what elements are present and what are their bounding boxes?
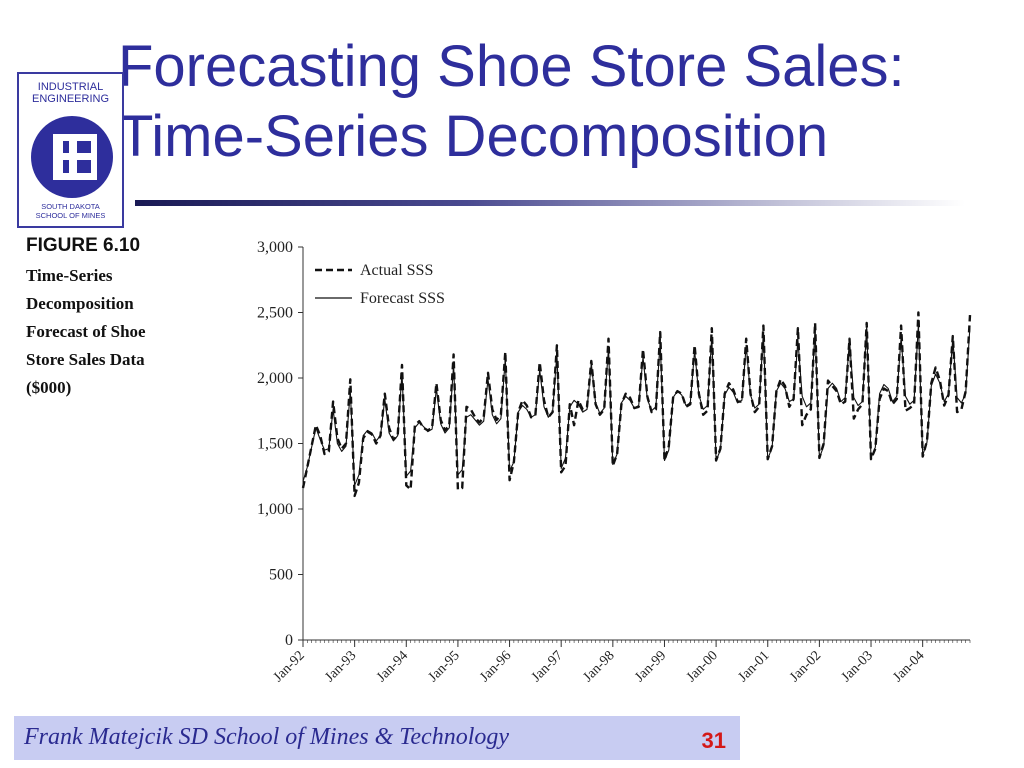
- slide-title-line-1: Forecasting Shoe Store Sales:: [118, 34, 905, 99]
- slide-title-line-2: Time-Series Decomposition: [118, 104, 829, 169]
- logo-bottom-text: SOUTH DAKOTA SCHOOL OF MINES: [19, 202, 122, 220]
- logo-bottom-text-1: SOUTH DAKOTA: [41, 202, 100, 211]
- x-tick-label: Jan-04: [890, 648, 927, 685]
- legend-label: Actual SSS: [360, 262, 433, 279]
- x-tick-label: Jan-99: [632, 648, 669, 685]
- y-tick-label: 2,000: [257, 370, 293, 387]
- title-divider: [135, 200, 965, 206]
- x-tick-label: Jan-03: [839, 648, 876, 685]
- x-tick-label: Jan-97: [529, 648, 566, 685]
- y-tick-label: 2,500: [257, 305, 293, 322]
- logo-top-text-1: INDUSTRIAL: [37, 81, 104, 93]
- y-tick-label: 1,000: [257, 501, 293, 518]
- logo-top-text-2: ENGINEERING: [31, 93, 109, 105]
- caption-line: Store Sales Data: [26, 350, 145, 369]
- x-tick-label: Jan-93: [322, 648, 359, 685]
- sales-line-chart: 0 500 1,000 1,500 2,000 2,500 3,000 Jan-92 Jan-9…: [257, 239, 972, 685]
- caption-line: Time-Series: [26, 266, 113, 285]
- logo-bottom-text-2: SCHOOL OF MINES: [35, 211, 106, 220]
- caption-line: Decomposition: [26, 294, 134, 313]
- x-tick-label: Jan-92: [271, 648, 308, 685]
- forecast-sss-series-line: [302, 323, 971, 486]
- slide-title: Forecasting Shoe Store Sales: Time-Serie…: [118, 32, 905, 172]
- caption-line: Forecast of Shoe: [26, 322, 146, 341]
- page-number: 31: [701, 728, 726, 753]
- logo-top-text: INDUSTRIAL ENGINEERING: [19, 81, 122, 105]
- y-tick-label: 1,500: [257, 436, 293, 453]
- legend-label: Forecast SSS: [360, 290, 445, 307]
- y-tick-label: 500: [269, 567, 293, 584]
- x-tick-label: Jan-00: [684, 648, 721, 685]
- x-tick-label: Jan-95: [426, 648, 463, 685]
- figure-caption: FIGURE 6.10 Time-Series Decomposition Fo…: [26, 234, 206, 402]
- x-tick-label: Jan-96: [477, 648, 514, 685]
- footer-author: Frank Matejcik SD School of Mines & Tech…: [24, 724, 510, 750]
- y-tick-label: 3,000: [257, 239, 293, 256]
- actual-sss-series-line: [301, 311, 972, 498]
- x-tick-label: Jan-98: [581, 648, 618, 685]
- figure-number: FIGURE 6.10: [26, 235, 141, 256]
- x-tick-label: Jan-94: [374, 648, 411, 685]
- ie-emblem-icon: [31, 116, 113, 198]
- x-tick-label: Jan-02: [787, 648, 824, 685]
- industrial-engineering-logo: INDUSTRIAL ENGINEERING SOUTH DAKOTA SCHO…: [17, 72, 124, 228]
- x-tick-label: Jan-01: [736, 648, 773, 685]
- footer-bar: Frank Matejcik SD School of Mines & Tech…: [14, 716, 740, 760]
- y-tick-label: 0: [285, 632, 293, 649]
- caption-line: ($000): [26, 378, 72, 397]
